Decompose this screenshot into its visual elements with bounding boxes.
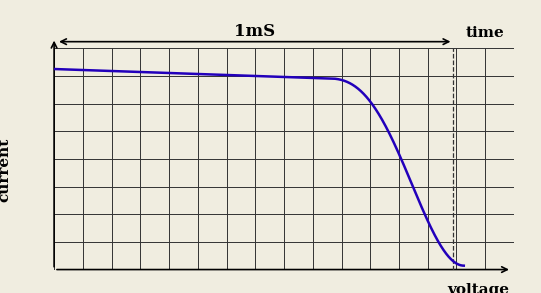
Text: 1mS: 1mS xyxy=(234,23,275,40)
Text: current: current xyxy=(0,138,11,202)
Text: time: time xyxy=(466,26,505,40)
Text: voltage: voltage xyxy=(448,282,510,293)
